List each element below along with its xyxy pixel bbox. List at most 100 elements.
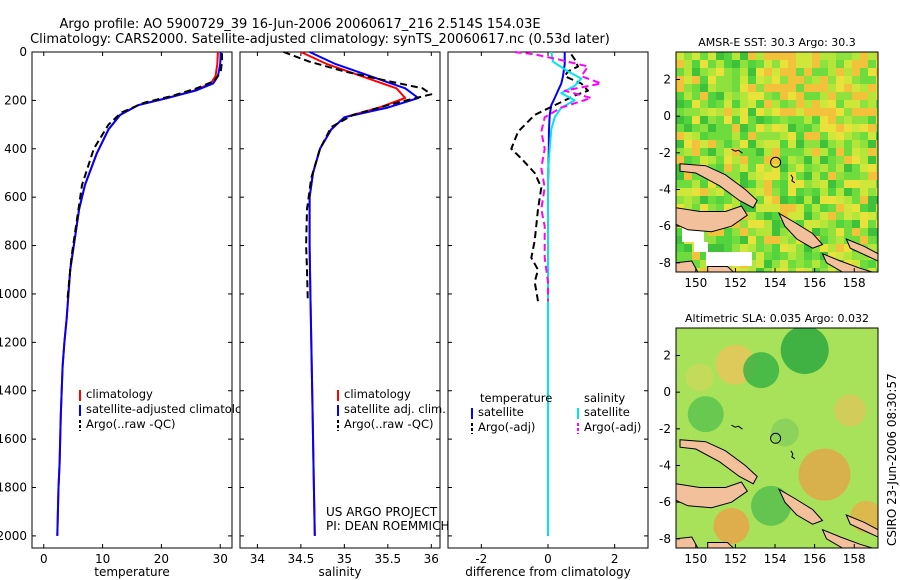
sst-cell — [684, 148, 692, 156]
sst-cell — [676, 148, 684, 156]
sst-cell — [756, 60, 764, 68]
sst-nodata — [694, 242, 708, 252]
legend-label: satellite — [584, 405, 630, 419]
sst-cell — [708, 68, 716, 76]
y-tick-label: -4 — [659, 459, 671, 473]
sst-cell — [796, 124, 804, 132]
sst-cell — [868, 204, 876, 212]
sst-cell — [780, 100, 788, 108]
sst-cell — [820, 244, 828, 252]
sst-map-title: AMSR-E SST: 30.3 Argo: 30.3 — [698, 36, 856, 49]
y-tick-label: -4 — [659, 183, 671, 197]
x-tick-label: 20 — [154, 552, 169, 566]
sst-cell — [828, 60, 836, 68]
sst-cell — [860, 68, 868, 76]
sst-cell — [804, 268, 812, 272]
sst-cell — [812, 180, 820, 188]
sst-cell — [828, 124, 836, 132]
sst-cell — [700, 132, 708, 140]
sst-cell — [876, 148, 878, 156]
sst-cell — [756, 164, 764, 172]
sst-cell — [700, 84, 708, 92]
sst-map-frame — [675, 51, 879, 273]
sst-cell — [772, 124, 780, 132]
sst-cell — [788, 116, 796, 124]
sst-field — [676, 52, 878, 272]
sst-cell — [820, 236, 828, 244]
sst-cell — [836, 220, 844, 228]
sst-cell — [756, 268, 764, 272]
sst-cell — [860, 148, 868, 156]
sst-cell — [876, 68, 878, 76]
sst-cell — [828, 132, 836, 140]
y-tick-label: -8 — [659, 256, 671, 270]
sst-cell — [852, 60, 860, 68]
sst-cell — [804, 52, 812, 60]
sst-cell — [804, 84, 812, 92]
sst-cell — [772, 140, 780, 148]
sst-cell — [876, 156, 878, 164]
sst-cell — [844, 204, 852, 212]
sst-cell — [796, 116, 804, 124]
sst-cell — [724, 132, 732, 140]
x-tick-label: 0 — [40, 552, 48, 566]
sst-cell — [700, 204, 708, 212]
sst-cell — [692, 100, 700, 108]
sst-cell — [804, 92, 812, 100]
y-tick-label: -6 — [659, 219, 671, 233]
sst-cell — [708, 156, 716, 164]
sst-cell — [852, 164, 860, 172]
sst-cell — [756, 116, 764, 124]
sst-cell — [820, 100, 828, 108]
sst-cell — [676, 252, 684, 260]
sla-blob — [713, 508, 750, 544]
sst-cell — [812, 212, 820, 220]
sst-cell — [748, 84, 756, 92]
sst-cell — [716, 244, 724, 252]
sst-cell — [804, 156, 812, 164]
sst-cell — [812, 60, 820, 68]
sst-cell — [788, 236, 796, 244]
legend-label: Argo(..raw -QC) — [344, 417, 434, 431]
sst-cell — [804, 140, 812, 148]
sst-cell — [692, 180, 700, 188]
sst-cell — [780, 196, 788, 204]
sst-nodata — [706, 252, 752, 266]
sst-cell — [828, 220, 836, 228]
sst-cell — [740, 84, 748, 92]
sst-cell — [876, 228, 878, 236]
sst-cell — [796, 76, 804, 84]
sst-cell — [860, 92, 868, 100]
sst-cell — [692, 124, 700, 132]
sst-cell — [876, 212, 878, 220]
sst-cell — [748, 60, 756, 68]
sst-cell — [700, 268, 708, 272]
sst-cell — [740, 244, 748, 252]
sst-cell — [708, 140, 716, 148]
sst-cell — [684, 100, 692, 108]
sst-cell — [788, 196, 796, 204]
land-mass — [679, 439, 758, 485]
sst-cell — [716, 132, 724, 140]
sst-cell — [868, 124, 876, 132]
sst-cell — [844, 108, 852, 116]
sst-cell — [756, 76, 764, 84]
sst-cell — [796, 204, 804, 212]
sst-cell — [836, 60, 844, 68]
sst-cell — [780, 236, 788, 244]
sst-cell — [708, 188, 716, 196]
sst-cell — [796, 148, 804, 156]
sst-cell — [812, 132, 820, 140]
sst-cell — [788, 148, 796, 156]
sst-cell — [876, 116, 878, 124]
sst-cell — [756, 84, 764, 92]
sst-cell — [780, 188, 788, 196]
sst-cell — [756, 228, 764, 236]
sst-cell — [732, 244, 740, 252]
sst-cell — [852, 260, 860, 268]
sst-cell — [732, 116, 740, 124]
sst-cell — [700, 260, 708, 268]
sst-cell — [828, 188, 836, 196]
sst-cell — [708, 124, 716, 132]
sst-cell — [724, 164, 732, 172]
